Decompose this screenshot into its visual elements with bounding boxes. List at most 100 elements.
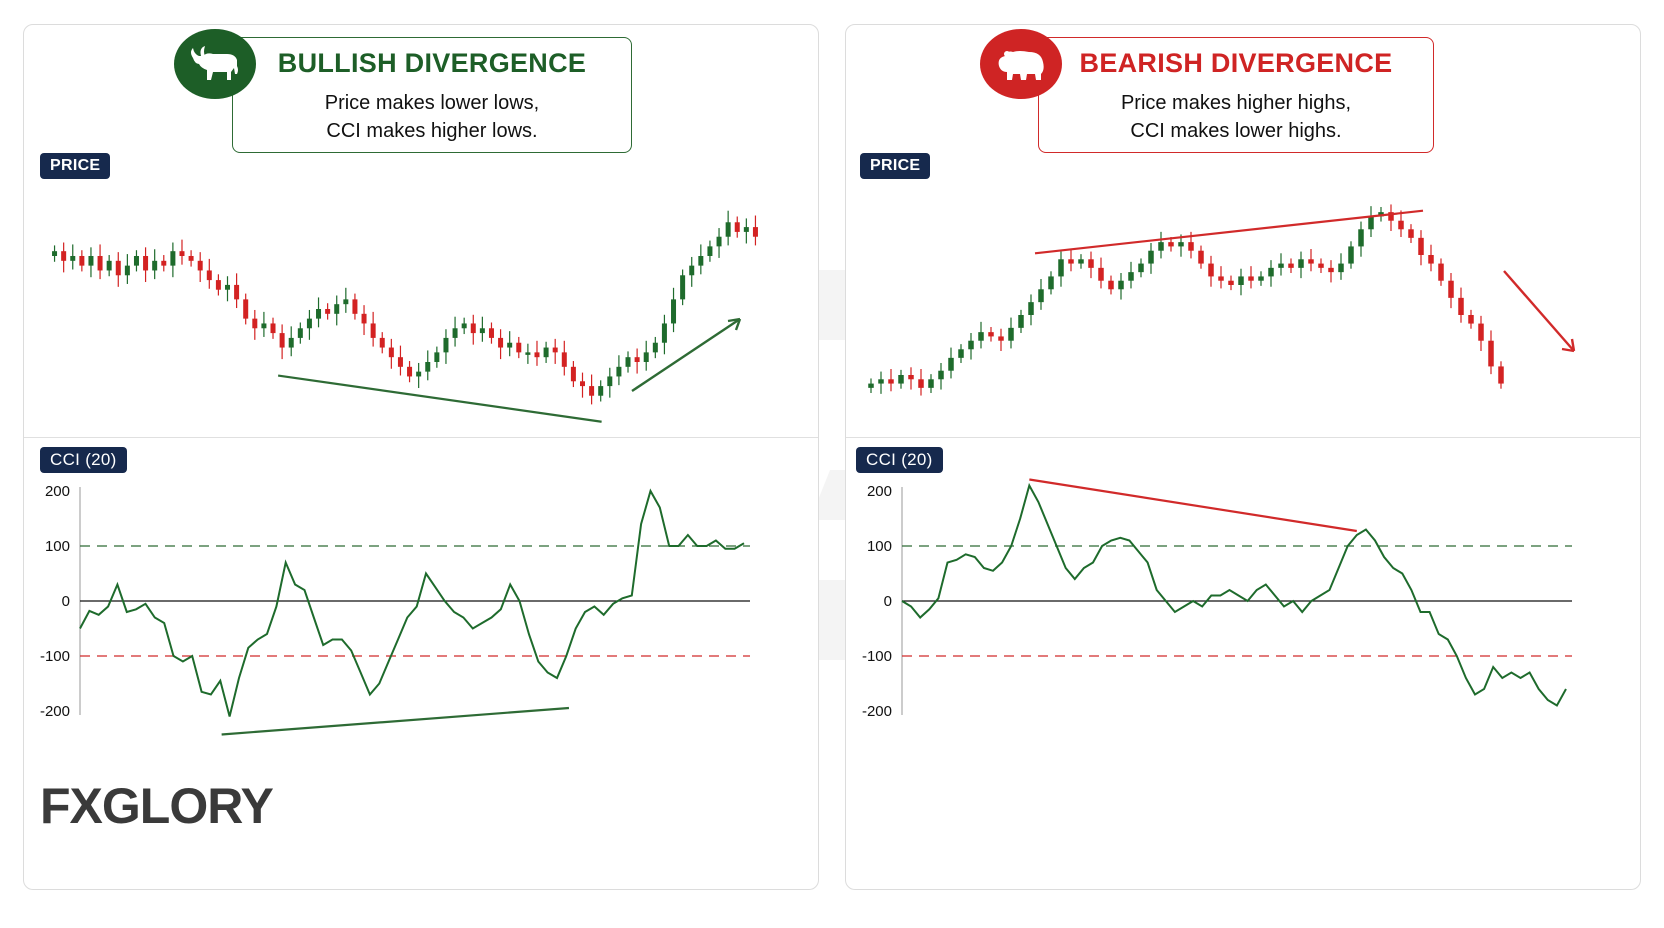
- candle-body: [188, 256, 194, 261]
- candle-body: [752, 227, 758, 237]
- candle-body: [671, 299, 677, 324]
- candle-body: [124, 265, 130, 276]
- candle-body: [452, 328, 458, 338]
- bullish-line-1: Price makes lower lows,: [324, 92, 540, 114]
- candle-body: [1328, 267, 1334, 273]
- candle-body: [1168, 242, 1174, 247]
- candle-body: [698, 256, 704, 266]
- candle-body: [1028, 302, 1034, 315]
- candle-body: [1058, 259, 1064, 277]
- candle-body: [878, 379, 884, 384]
- cci-tick-label: 0: [884, 593, 892, 610]
- candle-body: [1128, 272, 1134, 281]
- bearish-price-chart: [868, 204, 1576, 396]
- candle-body: [1318, 263, 1324, 268]
- candle-body: [948, 357, 954, 371]
- candle-body: [1018, 315, 1024, 328]
- candle-body: [1208, 263, 1214, 277]
- bullish-divergence-panel: BULLISH DIVERGENCE Price makes lower low…: [23, 24, 819, 890]
- price-down-arrow: [1503, 270, 1575, 352]
- candle-body: [1088, 259, 1094, 268]
- bearish-callout: BEARISH DIVERGENCE Price makes higher hi…: [1038, 37, 1434, 153]
- candle-body: [978, 332, 984, 341]
- candle-body: [1398, 220, 1404, 230]
- candle-body: [352, 299, 358, 314]
- bullish-title: BULLISH DIVERGENCE: [277, 48, 587, 78]
- candle-body: [1418, 237, 1424, 255]
- bullish-callout: BULLISH DIVERGENCE Price makes lower low…: [232, 37, 632, 153]
- cci-tick-label: -100: [862, 648, 892, 665]
- cci-tick-label: -200: [862, 703, 892, 720]
- candle-body: [152, 260, 158, 271]
- bullish-cci-chart: 200 100 0 -100 -200: [40, 483, 750, 736]
- candle-body: [1438, 263, 1444, 281]
- candle-body: [115, 260, 121, 276]
- bearish-title: BEARISH DIVERGENCE: [1079, 48, 1393, 78]
- candle-body: [643, 352, 649, 362]
- candle-body: [507, 342, 513, 348]
- candle-body: [734, 222, 740, 232]
- cci-tick-label: 200: [867, 483, 892, 500]
- candle-body: [1458, 297, 1464, 315]
- price-tag: PRICE: [860, 153, 931, 179]
- candle-body: [716, 236, 722, 247]
- candle-body: [561, 352, 567, 367]
- candle-body: [443, 337, 449, 353]
- candle-body: [1138, 263, 1144, 273]
- candle-body: [461, 323, 467, 329]
- candle-body: [416, 371, 422, 377]
- candle-body: [1498, 366, 1504, 384]
- candle-body: [1338, 263, 1344, 273]
- candle-body: [1278, 263, 1284, 268]
- candle-body: [224, 284, 231, 290]
- candle-body: [279, 333, 285, 348]
- candle-body: [306, 318, 312, 329]
- price-up-arrowhead: [727, 317, 742, 331]
- candle-body: [516, 342, 522, 353]
- candle-body: [1218, 276, 1224, 281]
- candle-body: [1348, 246, 1354, 264]
- candle-body: [334, 304, 340, 314]
- candle-body: [1068, 259, 1074, 264]
- candle-body: [661, 323, 667, 343]
- cci-line: [901, 482, 1567, 707]
- candle-body: [498, 337, 504, 348]
- candle-body: [197, 260, 203, 271]
- candle-body: [616, 366, 622, 377]
- candle-body: [689, 265, 695, 276]
- price-divergence-line: [1034, 209, 1424, 255]
- bear-icon: [980, 29, 1062, 99]
- bearish-cci-chart: 200 100 0 -100 -200: [862, 478, 1572, 720]
- candle-body: [133, 256, 139, 266]
- candle-body: [607, 376, 613, 387]
- bearish-divergence-panel: BEARISH DIVERGENCE Price makes higher hi…: [845, 24, 1641, 890]
- candle-body: [206, 270, 212, 281]
- candle-body: [470, 323, 476, 334]
- cci-tick-label: 200: [45, 483, 70, 500]
- candle-body: [288, 337, 294, 348]
- candle-body: [634, 357, 640, 362]
- candle-body: [570, 366, 576, 382]
- candle-body: [598, 386, 604, 396]
- candle-body: [652, 342, 658, 353]
- candle-body: [234, 284, 240, 300]
- candle-body: [1048, 276, 1054, 290]
- candle-body: [958, 349, 964, 358]
- candle-body: [888, 379, 894, 384]
- candle-body: [1488, 340, 1494, 367]
- candle-body: [270, 323, 276, 334]
- candle-body: [61, 251, 67, 261]
- candle-body: [407, 366, 413, 377]
- candle-body: [397, 357, 403, 367]
- candle-body: [1258, 276, 1264, 281]
- candle-body: [534, 352, 540, 358]
- candle-body: [707, 246, 713, 256]
- candle-body: [170, 251, 176, 266]
- candle-body: [343, 299, 349, 305]
- candle-body: [425, 362, 431, 372]
- candle-body: [928, 379, 934, 388]
- cci-tag: CCI (20): [40, 447, 127, 473]
- candle-body: [316, 309, 322, 319]
- candle-body: [988, 332, 994, 337]
- cci-tick-label: -100: [40, 648, 70, 665]
